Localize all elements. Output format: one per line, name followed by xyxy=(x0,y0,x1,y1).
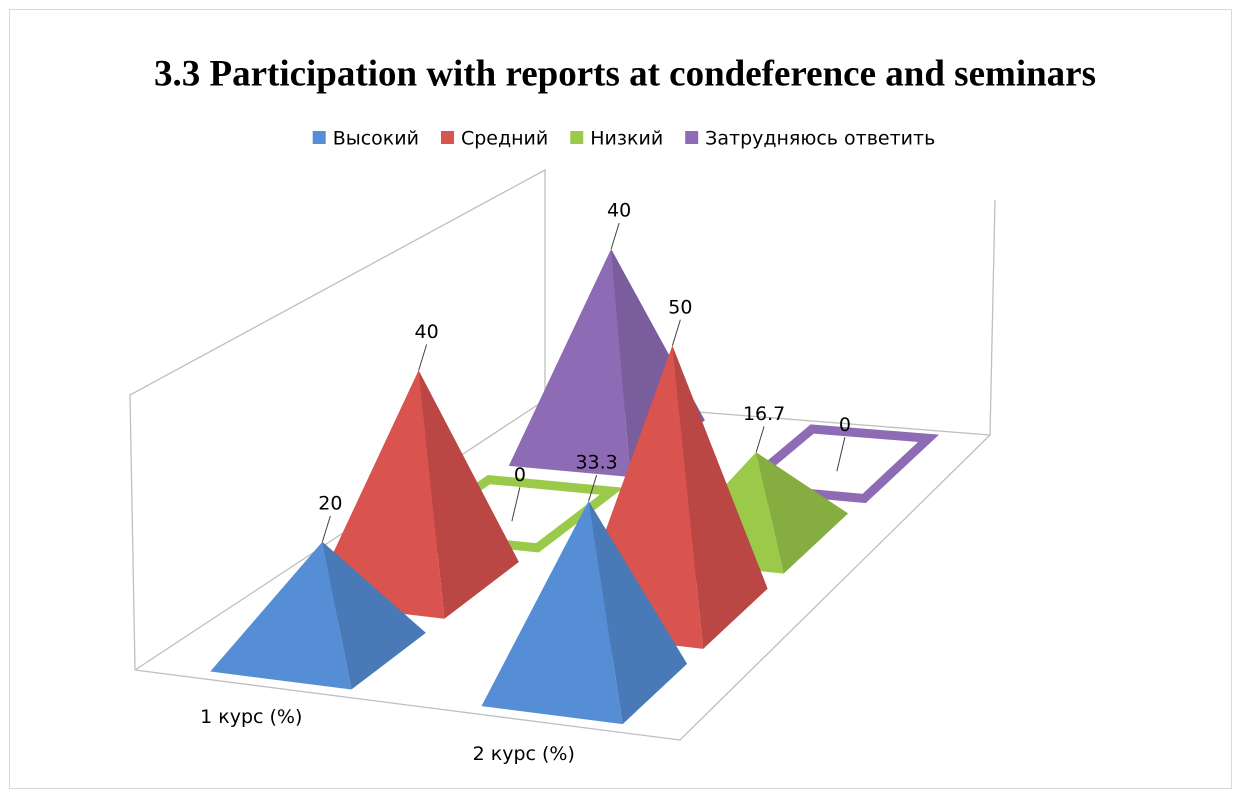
legend-swatch xyxy=(312,131,326,144)
floor xyxy=(134,399,992,741)
pyramid-right-face xyxy=(672,345,768,649)
legend-label: Низкий xyxy=(590,128,663,150)
legend-swatch xyxy=(440,131,454,144)
pyramid-front-face xyxy=(508,249,631,478)
label-leader xyxy=(755,426,765,453)
pyramid-right-face xyxy=(322,541,426,690)
data-label: 0 xyxy=(839,414,851,436)
zero-frame xyxy=(731,424,940,504)
label-leader xyxy=(511,487,521,522)
pyramid-right-face xyxy=(756,452,849,574)
data-label: 50 xyxy=(668,296,692,318)
category-label: 2 курс (%) xyxy=(473,743,575,765)
legend-swatch xyxy=(685,131,699,144)
pyramid-front-face xyxy=(309,370,445,619)
data-label: 0 xyxy=(514,464,526,486)
right-wall xyxy=(989,199,996,436)
label-leader xyxy=(610,222,620,250)
data-label: 20 xyxy=(318,492,342,514)
category-label: 1 курс (%) xyxy=(200,706,302,728)
legend-label: Затрудняюсь ответить xyxy=(705,128,935,150)
pyramid-front-face xyxy=(210,541,352,690)
label-leader xyxy=(418,344,428,371)
data-label: 40 xyxy=(415,321,439,343)
pyramid-right-face xyxy=(588,501,688,725)
label-leader xyxy=(836,437,846,472)
data-label: 33.3 xyxy=(575,452,617,474)
pyramid-right-face xyxy=(418,370,519,619)
label-leader xyxy=(671,319,681,346)
legend-swatch xyxy=(570,131,584,144)
label-leader xyxy=(588,474,598,502)
legend-label: Средний xyxy=(461,128,548,150)
label-leader xyxy=(321,515,331,543)
pyramid-front-face xyxy=(481,501,623,725)
data-label: 40 xyxy=(607,200,631,222)
data-label: 16.7 xyxy=(743,403,785,425)
legend-label: Высокий xyxy=(333,128,419,150)
chart-title: 3.3 Participation with reports at condef… xyxy=(154,53,1096,94)
